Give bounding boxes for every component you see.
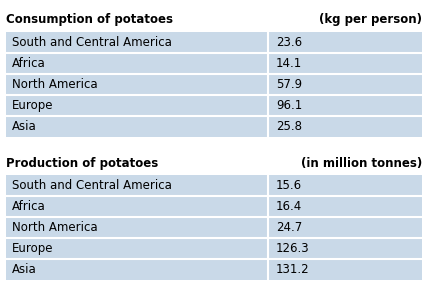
Text: 126.3: 126.3: [276, 242, 309, 255]
Text: Production of potatoes: Production of potatoes: [6, 156, 158, 170]
Text: 16.4: 16.4: [276, 200, 302, 213]
Text: Africa: Africa: [12, 57, 46, 70]
Bar: [6, 238, 422, 259]
Text: 23.6: 23.6: [276, 36, 302, 49]
Text: Europe: Europe: [12, 99, 54, 112]
Bar: [6, 116, 422, 137]
Text: South and Central America: South and Central America: [12, 179, 172, 192]
Text: 14.1: 14.1: [276, 57, 302, 70]
Bar: [6, 196, 422, 217]
Text: Africa: Africa: [12, 200, 46, 213]
Text: Consumption of potatoes: Consumption of potatoes: [6, 13, 173, 27]
Bar: [6, 217, 422, 238]
Text: (kg per person): (kg per person): [319, 13, 422, 27]
Bar: [6, 259, 422, 280]
Bar: [6, 32, 422, 53]
Bar: [6, 53, 422, 74]
Text: North America: North America: [12, 78, 98, 91]
Text: 57.9: 57.9: [276, 78, 302, 91]
Text: Europe: Europe: [12, 242, 54, 255]
Text: North America: North America: [12, 221, 98, 234]
Bar: [6, 74, 422, 95]
Text: 131.2: 131.2: [276, 263, 309, 276]
Text: 96.1: 96.1: [276, 99, 302, 112]
Text: Asia: Asia: [12, 263, 37, 276]
Bar: [6, 95, 422, 116]
Text: 15.6: 15.6: [276, 179, 302, 192]
Text: Asia: Asia: [12, 120, 37, 133]
Bar: [6, 175, 422, 196]
Text: 25.8: 25.8: [276, 120, 302, 133]
Text: South and Central America: South and Central America: [12, 36, 172, 49]
Text: 24.7: 24.7: [276, 221, 302, 234]
Text: (in million tonnes): (in million tonnes): [301, 156, 422, 170]
